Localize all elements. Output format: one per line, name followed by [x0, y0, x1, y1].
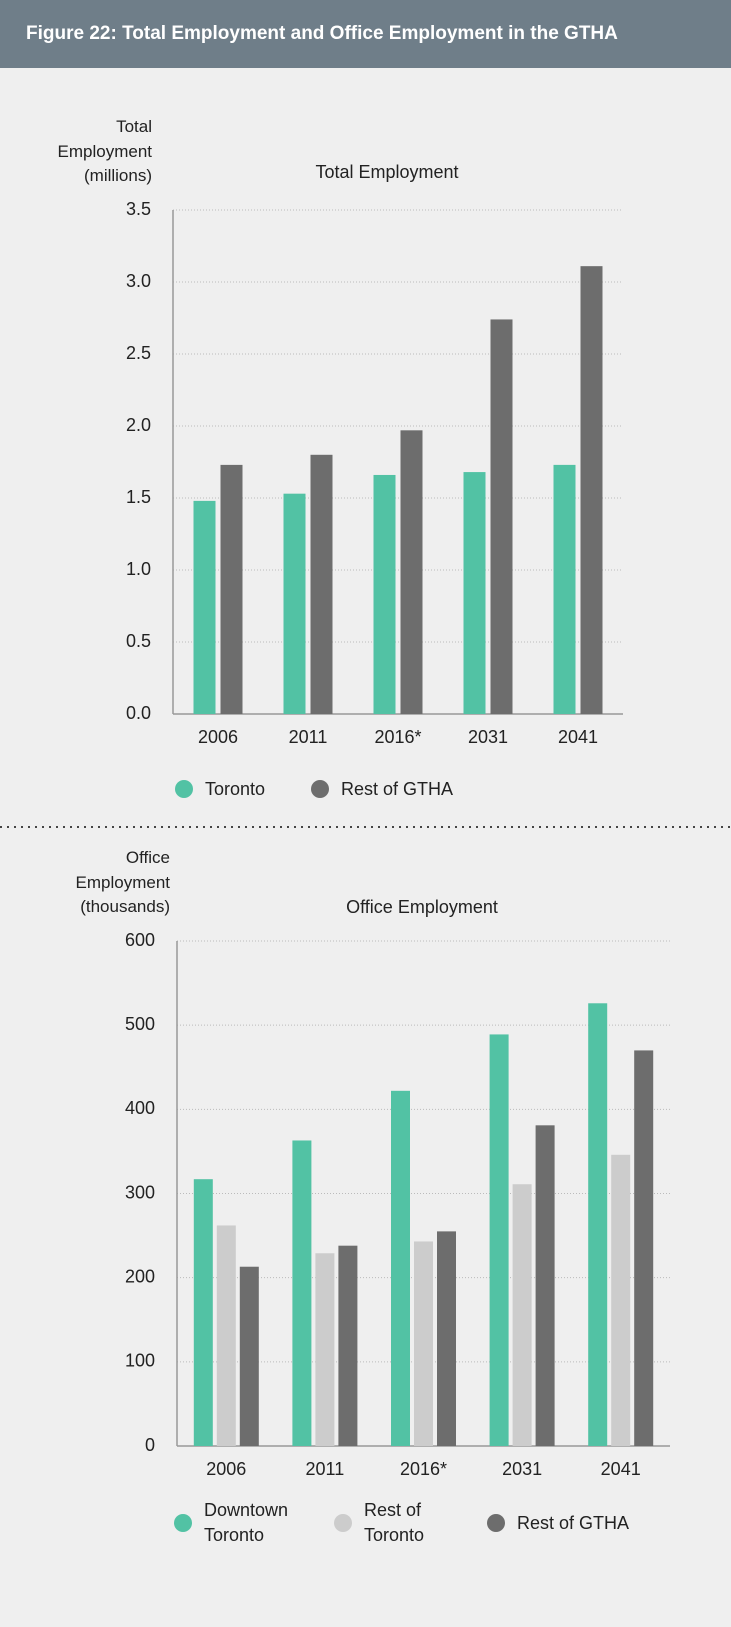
bar — [193, 500, 216, 714]
bar — [489, 1034, 509, 1446]
x-tick-label: 2006 — [206, 1459, 246, 1479]
y-axis-label: Total Employment (millions) — [57, 117, 152, 185]
legend-label: Rest of GTHA — [341, 778, 454, 799]
bar — [310, 454, 333, 714]
bar — [400, 430, 423, 714]
legend-marker — [175, 780, 193, 798]
legend-marker — [487, 1514, 505, 1532]
y-tick-label: 200 — [125, 1266, 155, 1286]
x-tick-label: 2011 — [289, 727, 328, 747]
bar — [580, 266, 603, 714]
legend-label: Toronto — [205, 778, 266, 799]
y-tick-label: 0.0 — [126, 703, 151, 723]
x-tick-label: 2006 — [198, 727, 238, 747]
figure-title: Figure 22: Total Employment and Office E… — [0, 0, 731, 68]
y-tick-label: 300 — [125, 1182, 155, 1202]
y-tick-label: 500 — [125, 1014, 155, 1034]
chart-title: Total Employment — [315, 162, 458, 182]
bar — [463, 472, 486, 714]
legend-label: Rest of GTHA — [517, 1512, 630, 1533]
y-axis-label: Office Employment (thousands) — [75, 848, 170, 916]
bar — [414, 1241, 433, 1446]
y-tick-label: 0 — [145, 1435, 155, 1455]
y-tick-label: 3.5 — [126, 199, 151, 219]
bar — [634, 1050, 654, 1446]
y-tick-label: 2.5 — [126, 343, 151, 363]
bar — [338, 1245, 358, 1446]
bar — [611, 1154, 631, 1446]
legend-marker — [311, 780, 329, 798]
bar — [512, 1184, 532, 1446]
bar — [315, 1253, 335, 1446]
y-tick-label: 400 — [125, 1098, 155, 1118]
bar — [239, 1266, 259, 1446]
bar — [216, 1225, 236, 1446]
x-tick-label: 2016* — [374, 727, 421, 747]
bar — [283, 493, 306, 714]
x-tick-label: 2016* — [400, 1459, 447, 1479]
legend-marker — [334, 1514, 352, 1532]
bar — [373, 474, 396, 714]
bar — [535, 1125, 555, 1446]
legend-marker — [174, 1514, 192, 1532]
chart-title: Office Employment — [346, 897, 498, 917]
bar — [437, 1231, 456, 1446]
y-tick-label: 1.0 — [126, 559, 151, 579]
legend-label: Downtown Toronto — [204, 1500, 289, 1545]
bar — [220, 464, 243, 714]
y-tick-label: 100 — [125, 1351, 155, 1371]
bar — [193, 1179, 213, 1446]
x-tick-label: 2041 — [558, 727, 598, 747]
y-tick-label: 3.0 — [126, 271, 151, 291]
bar — [391, 1090, 410, 1446]
bar — [292, 1140, 312, 1446]
x-tick-label: 2031 — [468, 727, 508, 747]
y-tick-label: 1.5 — [126, 487, 151, 507]
x-tick-label: 2031 — [502, 1459, 542, 1479]
x-tick-label: 2011 — [306, 1459, 345, 1479]
bar — [490, 319, 513, 714]
bar — [553, 464, 576, 714]
y-tick-label: 2.0 — [126, 415, 151, 435]
y-tick-label: 600 — [125, 930, 155, 950]
x-tick-label: 2041 — [601, 1459, 641, 1479]
y-tick-label: 0.5 — [126, 631, 151, 651]
bar — [588, 1003, 608, 1446]
legend-label: Rest of Toronto — [364, 1500, 425, 1545]
